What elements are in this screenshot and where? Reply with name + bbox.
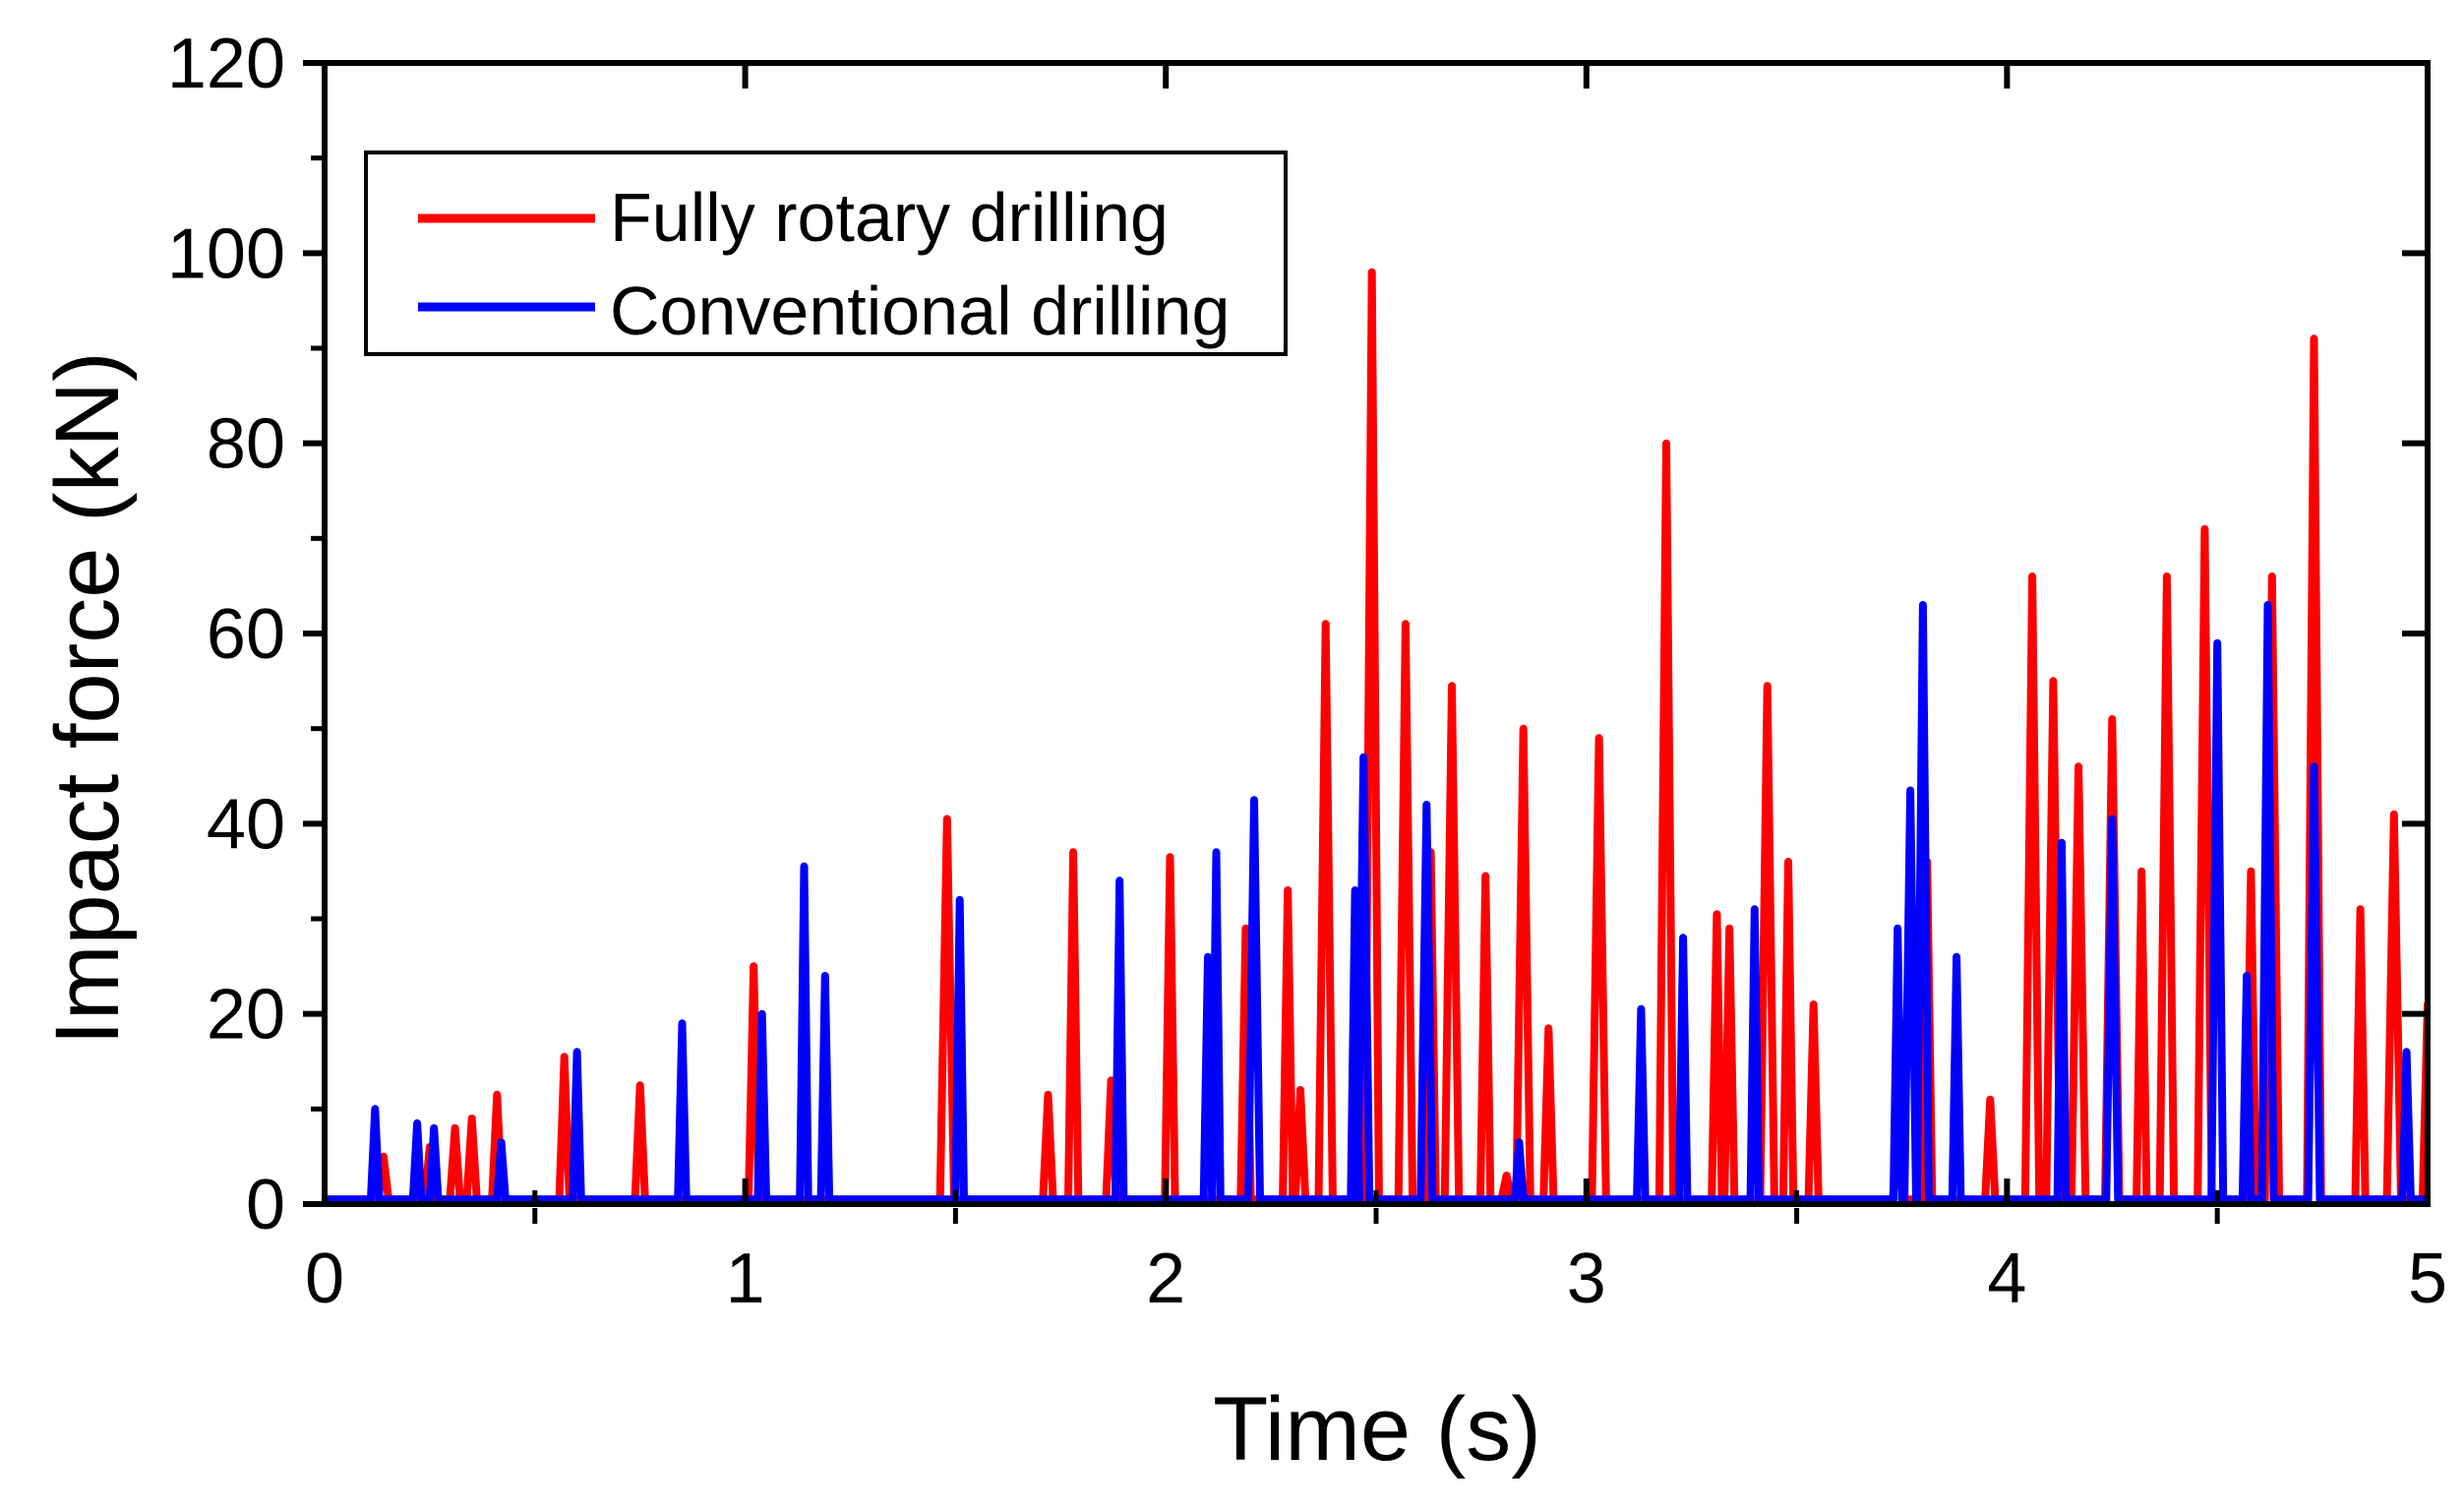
- x-tick-label: 0: [305, 1239, 344, 1318]
- x-tick-label: 3: [1567, 1239, 1606, 1318]
- y-tick-label: 0: [246, 1166, 285, 1244]
- series-layer: [325, 268, 2428, 1204]
- y-tick-label: 80: [207, 405, 285, 484]
- x-axis: 0 1 2 3 4 5: [305, 63, 2447, 1318]
- y-tick-label: 100: [167, 214, 285, 293]
- y-axis-label: Impact force (kN): [37, 351, 138, 1045]
- y-tick-label: 120: [167, 25, 285, 103]
- legend-label-conventional: Conventional drilling: [610, 272, 1230, 349]
- y-tick-label: 40: [207, 785, 285, 864]
- series-line-conventional: [325, 601, 2428, 1204]
- legend-label-fully-rotary: Fully rotary drilling: [610, 179, 1169, 256]
- x-axis-label: Time (s): [1213, 1379, 1541, 1480]
- legend: Fully rotary drilling Conventional drill…: [364, 151, 1288, 356]
- x-tick-label: 5: [2408, 1239, 2447, 1318]
- x-tick-label: 4: [1987, 1239, 2026, 1318]
- legend-box: [364, 151, 1288, 356]
- y-axis: 0 20 40 60 80 100 120: [167, 25, 2428, 1244]
- y-tick-label: 60: [207, 595, 285, 674]
- y-tick-label: 20: [207, 976, 285, 1055]
- x-tick-label: 2: [1146, 1239, 1185, 1318]
- x-tick-label: 1: [726, 1239, 765, 1318]
